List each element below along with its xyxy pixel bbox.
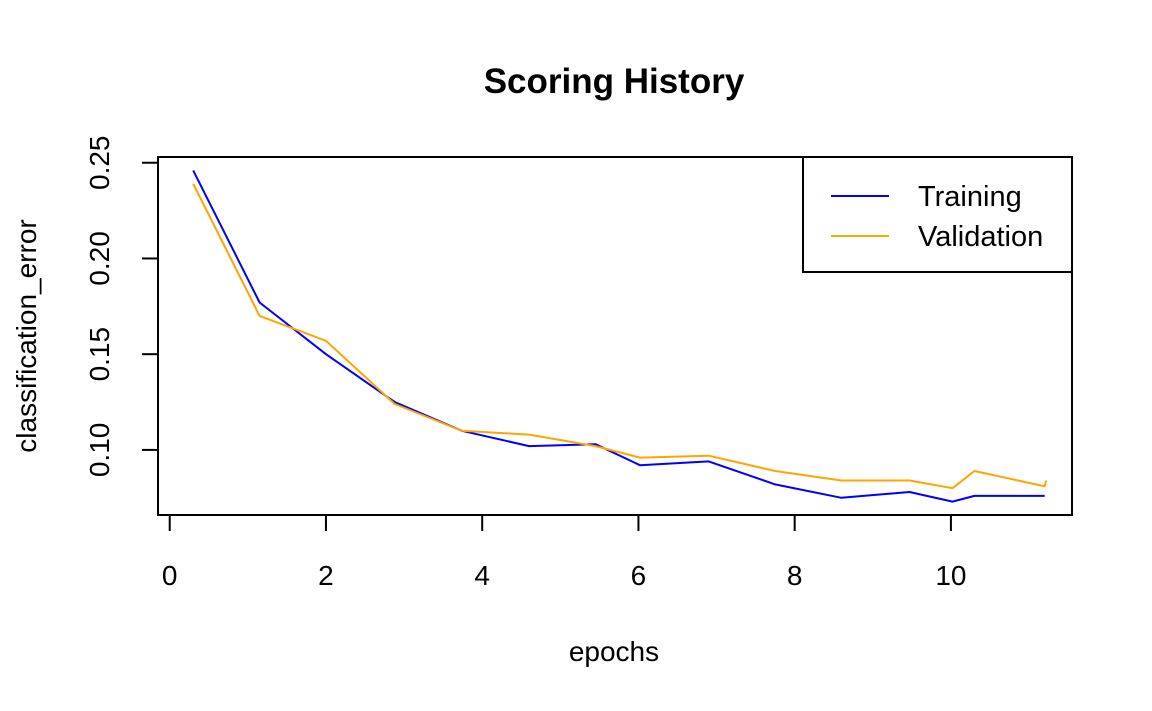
x-tick-label: 8 <box>787 560 803 591</box>
x-axis-label: epochs <box>569 636 659 667</box>
y-axis: 0.10 0.15 0.20 0.25 <box>84 135 159 478</box>
y-axis-label: classification_error <box>11 219 42 452</box>
legend-label-training: Training <box>918 181 1022 213</box>
x-tick-label: 2 <box>318 560 334 591</box>
x-tick-label: 4 <box>474 560 490 591</box>
y-tick-label: 0.10 <box>84 423 115 478</box>
legend: Training Validation <box>802 156 1073 273</box>
legend-label-validation: Validation <box>918 221 1043 253</box>
x-axis: 0 2 4 6 8 10 <box>162 514 966 591</box>
x-tick-label: 10 <box>935 560 966 591</box>
y-tick-label: 0.15 <box>84 327 115 382</box>
y-tick-label: 0.20 <box>84 231 115 286</box>
x-tick-label: 0 <box>162 560 178 591</box>
chart-title: Scoring History <box>484 62 745 101</box>
x-tick-label: 6 <box>631 560 647 591</box>
y-tick-label: 0.25 <box>84 135 115 190</box>
series-group <box>192 169 1048 503</box>
series-line-training <box>192 169 1045 503</box>
series-line-validation <box>192 183 1048 490</box>
legend-box <box>802 156 1073 273</box>
